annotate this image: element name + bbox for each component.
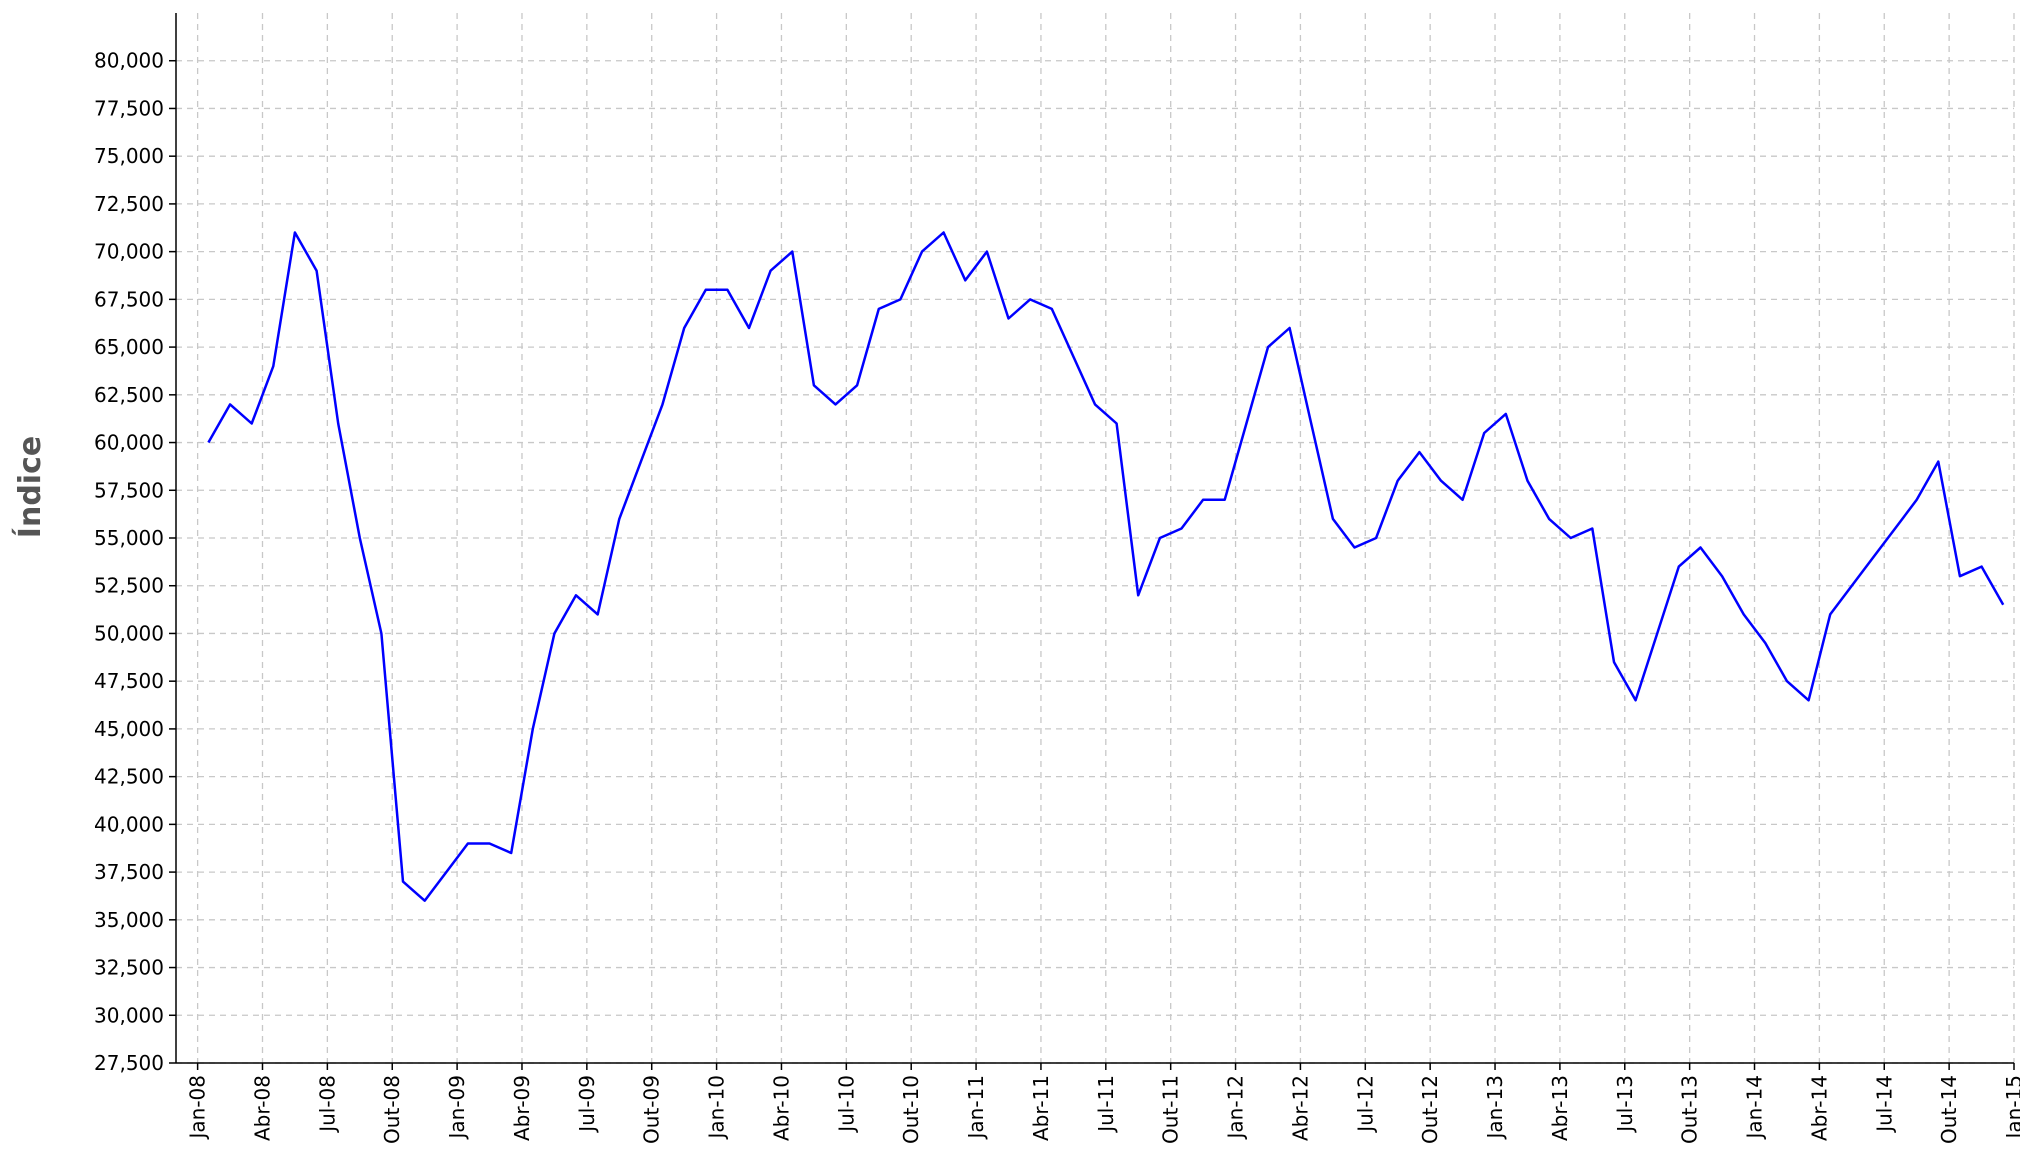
- x-tick-label: Out-08: [380, 1075, 404, 1144]
- x-tick-label: Abr-08: [250, 1075, 274, 1141]
- y-tick-label: 72,500: [94, 192, 164, 216]
- data-line: [207, 231, 2005, 902]
- x-tick-label: Jul-11: [1094, 1075, 1118, 1134]
- x-tick-label: Out-10: [899, 1075, 923, 1144]
- x-tick-label: Jan-09: [445, 1075, 469, 1141]
- y-tick-label: 65,000: [94, 335, 164, 359]
- y-tick-label: 75,000: [94, 144, 164, 168]
- y-tick-label: 57,500: [94, 478, 164, 502]
- x-tick-label: Abr-14: [1807, 1075, 1831, 1141]
- x-tick-label: Jul-13: [1613, 1075, 1637, 1134]
- y-tick-label: 50,000: [94, 621, 164, 645]
- x-tick-label: Abr-09: [510, 1075, 534, 1141]
- y-tick-label: 40,000: [94, 812, 164, 836]
- x-tick-label: Out-14: [1937, 1075, 1961, 1144]
- x-tick-label: Jan-12: [1224, 1075, 1248, 1141]
- x-tick-label: Jan-14: [1743, 1075, 1767, 1141]
- x-tick-label: Jan-10: [705, 1075, 729, 1141]
- x-tick-label: Jan-08: [186, 1075, 210, 1141]
- y-tick-label: 35,000: [94, 908, 164, 932]
- x-tick-label: Abr-11: [1029, 1075, 1053, 1141]
- y-tick-label: 60,000: [94, 431, 164, 455]
- y-tick-label: 62,500: [94, 383, 164, 407]
- x-tick-label: Out-11: [1159, 1075, 1183, 1144]
- x-tick-label: Out-12: [1418, 1075, 1442, 1144]
- x-tick-label: Jul-12: [1353, 1075, 1377, 1134]
- y-tick-label: 32,500: [94, 956, 164, 980]
- y-tick-label: 67,500: [94, 287, 164, 311]
- y-tick-label: 77,500: [94, 96, 164, 120]
- x-tick-label: Jul-14: [1872, 1075, 1896, 1134]
- y-tick-label: 55,000: [94, 526, 164, 550]
- y-tick-label: 37,500: [94, 860, 164, 884]
- x-tick-label: Abr-13: [1548, 1075, 1572, 1141]
- x-tick-label: Jan-11: [964, 1075, 988, 1141]
- y-axis-label: Índice: [12, 436, 48, 538]
- y-tick-label: 27,500: [94, 1051, 164, 1075]
- x-tick-label: Jul-09: [575, 1075, 599, 1134]
- x-tick-label: Jul-10: [834, 1075, 858, 1134]
- y-tick-label: 30,000: [94, 1003, 164, 1027]
- y-tick-label: 45,000: [94, 717, 164, 741]
- y-tick-label: 70,000: [94, 240, 164, 264]
- y-tick-label: 52,500: [94, 574, 164, 598]
- x-tick-label: Jan-15: [2002, 1075, 2020, 1141]
- x-tick-label: Out-13: [1678, 1075, 1702, 1144]
- x-tick-label: Out-09: [640, 1075, 664, 1144]
- y-tick-label: 47,500: [94, 669, 164, 693]
- x-tick-label: Jan-13: [1483, 1075, 1507, 1141]
- x-tick-label: Abr-12: [1288, 1075, 1312, 1141]
- x-tick-label: Abr-10: [769, 1075, 793, 1141]
- y-tick-label: 80,000: [94, 49, 164, 73]
- y-tick-label: 42,500: [94, 765, 164, 789]
- x-tick-label: Jul-08: [315, 1075, 339, 1134]
